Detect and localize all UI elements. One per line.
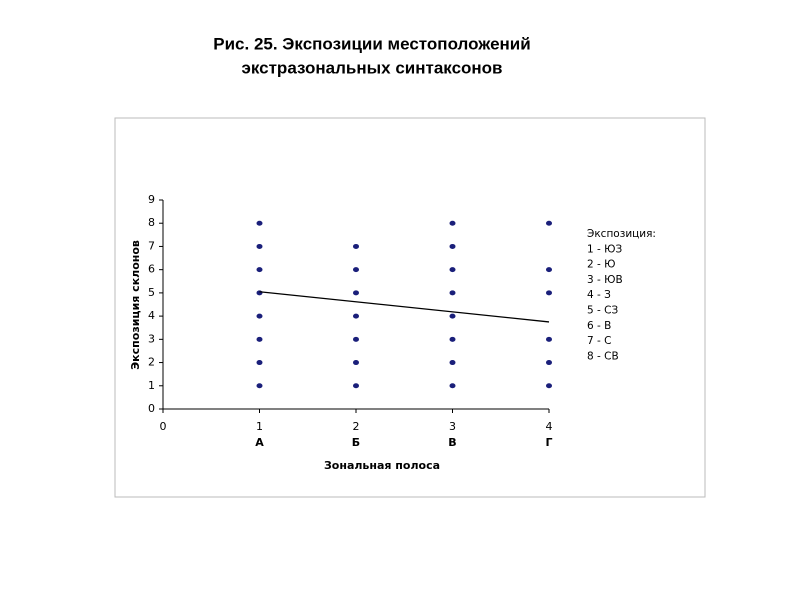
point	[256, 383, 263, 389]
x-category-label: В	[448, 436, 456, 449]
point	[449, 220, 456, 226]
point	[256, 336, 263, 342]
point	[449, 290, 456, 296]
point	[353, 313, 359, 319]
y-tick-label: 2	[148, 356, 155, 369]
point	[449, 383, 456, 389]
point	[256, 360, 263, 366]
y-axis-label: Экспозиция склонов	[129, 240, 142, 370]
point	[353, 383, 359, 389]
legend-text: 8 - СВ	[587, 350, 619, 362]
y-tick-label: 0	[148, 402, 155, 415]
y-tick-label: 3	[148, 332, 155, 345]
point	[449, 243, 456, 249]
x-tick-label: 2	[353, 420, 360, 433]
x-category-label: Б	[352, 436, 360, 449]
point	[449, 267, 456, 273]
point	[256, 243, 263, 249]
point	[353, 243, 359, 249]
chart-title: экстразональных синтаксонов	[241, 58, 502, 77]
point	[353, 290, 359, 296]
x-tick-label: 0	[160, 420, 167, 433]
point	[256, 290, 263, 296]
point	[256, 220, 263, 226]
point	[353, 267, 359, 273]
point	[546, 220, 552, 226]
chart-title: Рис. 25. Экспозиции местоположений	[213, 34, 530, 53]
chart-frame	[114, 117, 706, 498]
point	[353, 336, 359, 342]
point	[256, 313, 263, 319]
x-category-label: Г	[545, 436, 552, 449]
y-tick-label: 7	[148, 239, 155, 252]
point	[546, 360, 552, 366]
point	[546, 383, 552, 389]
y-tick-label: 5	[148, 286, 155, 299]
x-tick-label: 1	[256, 420, 263, 433]
legend-text: 2 - Ю	[587, 259, 615, 271]
y-tick-label: 1	[148, 379, 155, 392]
y-tick-label: 8	[148, 216, 155, 229]
point	[256, 267, 263, 273]
point	[449, 360, 456, 366]
legend-text: 1 - ЮЗ	[587, 243, 622, 255]
y-tick-label: 6	[148, 263, 155, 276]
legend-text: Экспозиция:	[587, 228, 656, 240]
legend-text: 7 - С	[587, 335, 611, 347]
y-tick-label: 4	[148, 309, 155, 322]
y-tick-label: 9	[148, 193, 155, 206]
point	[449, 313, 456, 319]
trendline	[259, 291, 550, 323]
x-tick-label: 4	[546, 420, 553, 433]
point	[449, 336, 456, 342]
legend-text: 6 - В	[587, 320, 611, 332]
x-axis-label: Зональная полоса	[324, 459, 440, 472]
legend-text: 5 - СЗ	[587, 305, 618, 317]
point	[546, 290, 552, 296]
point	[546, 336, 552, 342]
legend-text: 4 - З	[587, 289, 611, 301]
x-category-label: А	[255, 436, 264, 449]
point	[546, 267, 552, 273]
point	[353, 360, 359, 366]
legend-text: 3 - ЮВ	[587, 274, 623, 286]
x-tick-label: 3	[449, 420, 456, 433]
